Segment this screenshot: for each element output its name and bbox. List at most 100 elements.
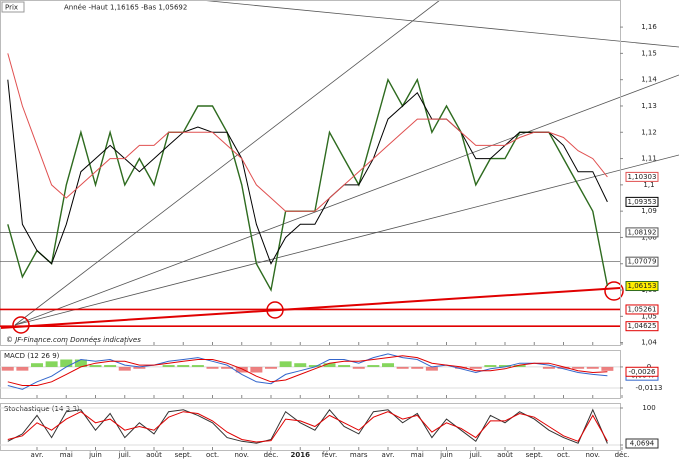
y-tick-label: 1,16 <box>641 23 657 31</box>
value-label-box <box>625 366 659 377</box>
histogram-bar <box>367 365 380 367</box>
histogram-bar <box>206 366 219 369</box>
panel-frame <box>0 403 621 451</box>
series-line <box>7 79 608 265</box>
y-tick-label: 1,15 <box>641 49 657 57</box>
y-tick-label: 1,1 <box>643 181 654 189</box>
value-label: 1,09353 <box>628 198 657 206</box>
level-label-box <box>625 321 659 332</box>
value-label-box <box>625 281 659 292</box>
histogram-bar <box>557 366 570 369</box>
value-label-box <box>625 171 659 182</box>
level-label: 1,05261 <box>628 305 657 313</box>
level-label: 1,08192 <box>628 228 657 236</box>
level-label-box <box>625 304 659 315</box>
support-line <box>0 287 621 329</box>
trendline <box>14 74 679 326</box>
circle <box>12 316 30 334</box>
histogram-bar <box>382 363 394 367</box>
trendline <box>14 154 679 326</box>
x-tick-label: oct. <box>206 451 219 459</box>
x-tick-label: 2016 <box>291 451 311 459</box>
histogram-bar <box>586 366 599 369</box>
histogram-bar <box>352 366 365 369</box>
series-line <box>7 353 608 390</box>
y-tick-label: 1,09 <box>641 207 657 215</box>
x-tick-label: juil. <box>118 451 132 459</box>
histogram-bar <box>16 366 29 371</box>
histogram-bar <box>89 365 102 367</box>
y-tick-label: -0,0113 <box>635 384 662 392</box>
annotation: © JF-Finance.com Données indicatives <box>6 336 141 344</box>
panel-frame <box>0 0 621 346</box>
histogram-bar <box>279 361 292 367</box>
value-label: 1,06153 <box>628 282 657 290</box>
x-tick-label: sept. <box>175 451 192 459</box>
y-tick-label: 1,08 <box>641 233 657 241</box>
chart-title: Prix <box>5 4 18 12</box>
histogram-bar <box>235 366 248 373</box>
x-tick-label: oct. <box>557 451 570 459</box>
histogram-bar <box>45 361 58 367</box>
series-line <box>7 411 608 443</box>
subtitle: Année -Haut 1,16165 -Bas 1,05692 <box>64 4 187 12</box>
x-tick-label: août <box>497 451 513 459</box>
x-tick-label: avr. <box>31 451 44 459</box>
x-tick-label: juil. <box>469 451 483 459</box>
x-tick-label: mai <box>411 451 424 459</box>
x-tick-label: juin <box>88 451 102 459</box>
histogram-bar <box>323 363 336 367</box>
histogram-bar <box>294 363 307 367</box>
panel-title: Stochastique (14 3 3) <box>4 405 80 413</box>
y-tick-label: 1,05 <box>641 312 657 320</box>
value-label: 4,0694 <box>630 439 655 447</box>
series-line <box>7 355 608 386</box>
histogram-bar <box>469 366 482 369</box>
histogram-bar <box>396 366 409 369</box>
y-tick-label: 100 <box>642 404 655 412</box>
level-label: 1,04625 <box>628 322 657 330</box>
histogram-bar <box>601 366 614 371</box>
panel-frame <box>0 350 621 399</box>
x-tick-label: nov. <box>234 451 249 459</box>
x-tick-label: déc. <box>264 451 279 459</box>
histogram-bar <box>74 359 87 367</box>
histogram-bar <box>118 366 131 371</box>
histogram-bar <box>162 365 175 367</box>
histogram-bar <box>308 365 321 367</box>
level-label: 1,07079 <box>628 258 657 266</box>
histogram-bar <box>133 366 146 369</box>
title-box <box>1 1 25 13</box>
x-tick-label: mars <box>350 451 368 459</box>
trendline <box>14 0 441 326</box>
histogram-bar <box>455 366 468 369</box>
x-tick-label: févr. <box>322 451 337 459</box>
x-tick-label: sept. <box>526 451 543 459</box>
series-line <box>7 408 608 444</box>
histogram-bar <box>542 366 555 369</box>
trendlines <box>0 0 679 329</box>
x-tick-label: mai <box>60 451 73 459</box>
histogram-bar <box>191 365 204 367</box>
x-tick-label: août <box>146 451 162 459</box>
series-line <box>7 53 608 212</box>
value-label: 1,10303 <box>628 173 657 181</box>
histogram-bar <box>484 365 497 367</box>
x-tick-label: avr. <box>382 451 395 459</box>
trendline <box>199 0 679 48</box>
histogram-bar <box>411 366 424 369</box>
histogram-bar <box>265 366 277 369</box>
y-tick-label: 1,12 <box>641 128 657 136</box>
y-tick-label: 1,13 <box>641 102 657 110</box>
histogram-bar <box>250 366 263 373</box>
y-tick-label: 1,04 <box>641 339 657 347</box>
histogram-bar <box>1 366 14 371</box>
level-label-box <box>625 227 659 238</box>
circle <box>604 281 624 301</box>
value-label-box <box>625 196 659 207</box>
x-tick-label: nov. <box>585 451 600 459</box>
histogram-bar <box>572 366 585 369</box>
y-tick-label: 1,14 <box>641 76 657 84</box>
